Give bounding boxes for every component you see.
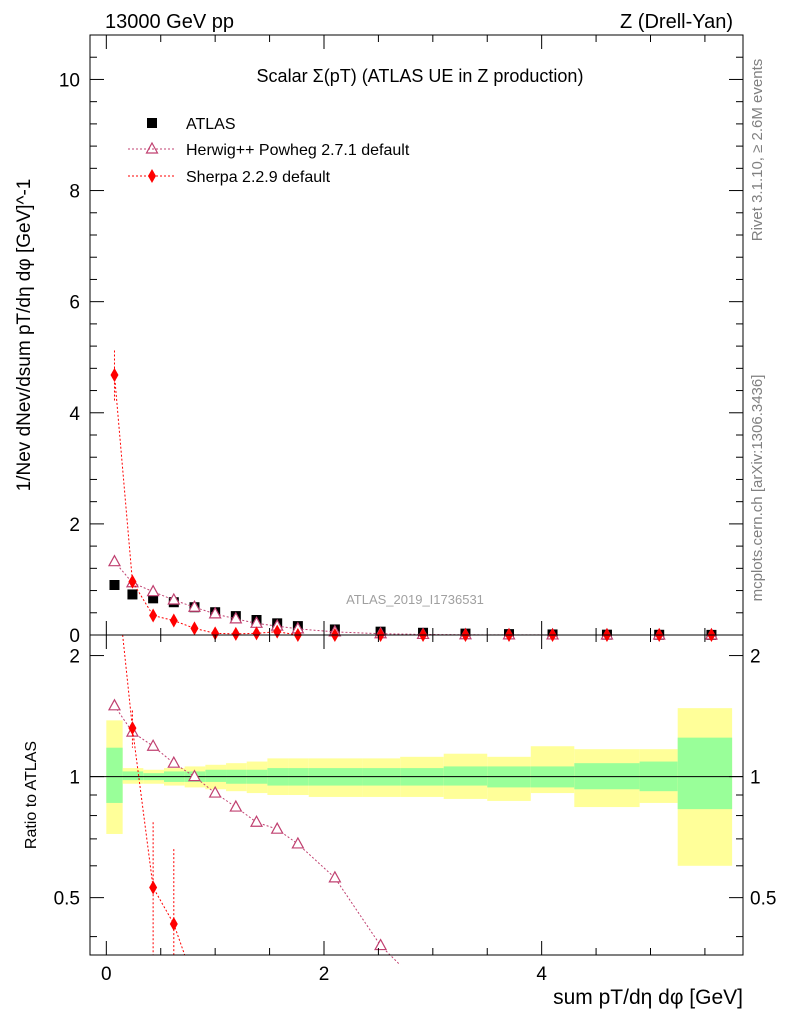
legend-sherpa-label: Sherpa 2.2.9 default — [186, 169, 331, 186]
herwig-ratio-point — [291, 836, 305, 849]
herwig-ratio-point — [167, 755, 181, 768]
x-tick-label: 2 — [319, 964, 330, 985]
ratio-y-tick-label-right: 0.5 — [750, 889, 776, 910]
legend-herwig-triangle-icon — [145, 141, 159, 154]
green-uncertainty-band — [106, 747, 123, 803]
sherpa-ratio-point — [149, 880, 158, 895]
herwig-ratio-line — [114, 705, 401, 966]
herwig-ratio-point — [229, 799, 243, 812]
sherpa-data-point — [252, 626, 261, 641]
legend-atlas-label: ATLAS — [186, 116, 236, 133]
x-tick-label: 0 — [101, 964, 112, 985]
herwig-ratio-point — [374, 938, 388, 951]
watermark: ATLAS_2019_I1736531 — [346, 592, 484, 607]
sherpa-data-point — [211, 626, 220, 641]
legend-atlas-square-icon — [147, 118, 157, 128]
header-left: 13000 GeV pp — [105, 11, 234, 33]
main-y-tick-label: 4 — [69, 404, 80, 425]
herwig-ratio-point — [270, 821, 284, 834]
ratio-uncertainty-bands — [106, 708, 733, 866]
ratio-ylabel: Ratio to ATLAS — [23, 741, 40, 849]
main-axis-ticks: 0 2 4 6 8 10 — [59, 35, 743, 647]
herwig-data-point — [167, 592, 181, 605]
green-uncertainty-band — [205, 769, 227, 782]
mcplots-label: mcplots.cern.ch [arXiv:1306.3436] — [749, 375, 766, 602]
sherpa-data-point — [190, 621, 199, 636]
legend-item-herwig: Herwig++ Powheg 2.7.1 default — [128, 141, 410, 159]
ratio-data-marks — [107, 634, 401, 966]
sherpa-data-point — [231, 626, 240, 641]
green-uncertainty-band — [677, 737, 733, 810]
atlas-data-point — [148, 593, 159, 604]
herwig-ratio-point — [107, 698, 122, 711]
ratio-y-tick-label: 2 — [69, 647, 80, 668]
herwig-ratio-point — [187, 769, 201, 782]
herwig-data-point — [208, 606, 222, 619]
header: 13000 GeV pp Z (Drell-Yan) — [105, 11, 733, 33]
herwig-ratio-point — [250, 814, 264, 827]
main-y-tick-label: 2 — [69, 515, 80, 536]
ratio-y-tick-label: 0.5 — [54, 889, 80, 910]
x-axis-label: sum pT/dη dφ [GeV] — [553, 986, 743, 1009]
main-title: Scalar Σ(pT) (ATLAS UE in Z production) — [257, 66, 584, 86]
green-uncertainty-band — [122, 771, 144, 781]
ratio-panel: 0.5 0.5 1 1 2 2 0 2 4 Ratio to ATLAS sum pT/dη d… — [23, 634, 776, 1009]
side-labels: Rivet 3.1.10, ≥ 2.6M events mcplots.cern… — [749, 59, 766, 602]
ratio-y-tick-label-right: 1 — [750, 768, 761, 789]
main-ylabel: 1/Nev dNev/dsum pT/dη dφ [GeV]^-1 — [14, 179, 35, 492]
legend-item-sherpa: Sherpa 2.2.9 default — [128, 169, 331, 186]
green-uncertainty-band — [443, 766, 488, 786]
sherpa-ratio-point — [169, 916, 178, 931]
herwig-data-point — [107, 554, 122, 567]
herwig-data-point — [229, 611, 243, 624]
legend: ATLAS Herwig++ Powheg 2.7.1 default Sher… — [128, 116, 410, 186]
main-y-tick-label: 8 — [69, 182, 80, 203]
x-tick-label: 4 — [536, 964, 547, 985]
herwig-ratio-point — [146, 738, 160, 751]
sherpa-data-point — [149, 608, 158, 623]
legend-herwig-label: Herwig++ Powheg 2.7.1 default — [186, 142, 410, 159]
main-data-marks — [107, 350, 718, 642]
main-y-tick-label: 6 — [69, 293, 80, 314]
sherpa-data-point — [128, 574, 137, 589]
herwig-ratio-point — [328, 870, 342, 883]
atlas-data-point — [127, 589, 138, 600]
ratio-y-tick-label-right: 2 — [750, 647, 761, 668]
header-right: Z (Drell-Yan) — [620, 11, 733, 33]
main-y-tick-label: 0 — [69, 626, 80, 647]
ratio-axis-ticks: 0.5 0.5 1 1 2 2 0 2 4 — [54, 635, 776, 985]
rivet-label: Rivet 3.1.10, ≥ 2.6M events — [749, 59, 766, 242]
herwig-data-point — [187, 599, 201, 612]
main-panel: 0 2 4 6 8 10 Scalar Σ(pT) (ATLAS UE in Z prod… — [14, 34, 744, 647]
atlas-data-point — [109, 580, 120, 590]
main-y-tick-label: 10 — [59, 70, 80, 91]
herwig-ratio-point — [208, 785, 222, 798]
sherpa-ratio-point — [128, 721, 137, 736]
sherpa-ratio-line — [122, 634, 186, 956]
ratio-y-tick-label: 1 — [69, 768, 80, 789]
herwig-data-point — [146, 584, 160, 597]
legend-item-atlas: ATLAS — [147, 116, 236, 133]
legend-sherpa-diamond-icon — [148, 169, 156, 183]
sherpa-data-point — [169, 613, 178, 628]
